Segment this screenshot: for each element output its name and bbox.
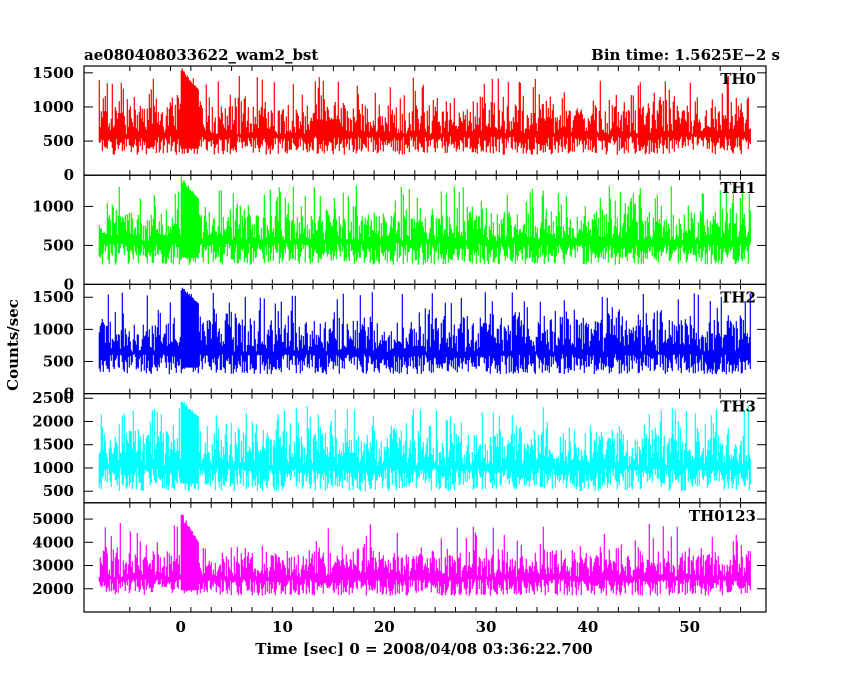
chart-title: ae080408033622_wam2_bst — [84, 46, 318, 64]
panel-th1: 0 500 1000 TH1 — [32, 174, 767, 293]
series-trace-th0123 — [98, 514, 751, 596]
y-tick-label: 500 — [43, 132, 74, 150]
y-tick-label: 2000 — [32, 412, 74, 430]
y-tick-label: 1000 — [32, 320, 74, 338]
x-tick-label: 0 — [175, 618, 185, 636]
x-tick-label: 40 — [577, 618, 598, 636]
y-tick-label: 500 — [43, 482, 74, 500]
y-tick-label: 2000 — [32, 580, 74, 598]
series-trace-th2 — [98, 287, 751, 375]
series-trace-th1 — [98, 176, 751, 265]
x-tick-label: 30 — [476, 618, 497, 636]
y-tick-label: 2500 — [32, 389, 74, 407]
y-tick-label: 500 — [43, 352, 74, 370]
y-tick-label: 1500 — [32, 64, 74, 82]
panel-name-th0: TH0 — [720, 70, 756, 88]
panel-name-th2: TH2 — [720, 288, 756, 306]
x-tick-label: 10 — [272, 618, 293, 636]
y-tick-label: 0 — [64, 385, 74, 403]
x-tick-label: 50 — [679, 618, 700, 636]
y-tick-label: 3000 — [32, 557, 74, 575]
y-tick-label: 0 — [64, 275, 74, 293]
series-trace-th0 — [98, 68, 751, 155]
y-tick-label: 1000 — [32, 459, 74, 477]
y-tick-label: 1500 — [32, 288, 74, 306]
panel-th0: 0 500 1000 1500 TH0 — [32, 64, 767, 184]
bin-time-label: Bin time: 1.5625E−2 s — [591, 46, 780, 64]
y-tick-label: 500 — [43, 236, 74, 254]
y-tick-label: 4000 — [32, 533, 74, 551]
series-trace-th3 — [98, 401, 751, 492]
panel-th0123: 2000 3000 4000 5000 TH0123 — [32, 502, 767, 613]
panel-th3: 500 1000 1500 2000 2500 TH3 — [32, 389, 767, 504]
y-tick-label: 1500 — [32, 436, 74, 454]
y-tick-label: 5000 — [32, 510, 74, 528]
panel-name-th1: TH1 — [720, 179, 756, 197]
y-tick-label: 1000 — [32, 197, 74, 215]
x-axis-label: Time [sec] 0 = 2008/04/08 03:36:22.700 — [255, 640, 592, 658]
panel-th2: 0 500 1000 1500 TH2 — [32, 283, 767, 403]
y-tick-label: 0 — [64, 166, 74, 184]
y-tick-label: 1000 — [32, 98, 74, 116]
panel-frame — [83, 502, 767, 613]
panel-name-th0123: TH0123 — [689, 507, 756, 525]
x-tick-label: 20 — [374, 618, 395, 636]
y-axis-label: Counts/sec — [4, 299, 22, 391]
panel-name-th3: TH3 — [720, 398, 756, 416]
